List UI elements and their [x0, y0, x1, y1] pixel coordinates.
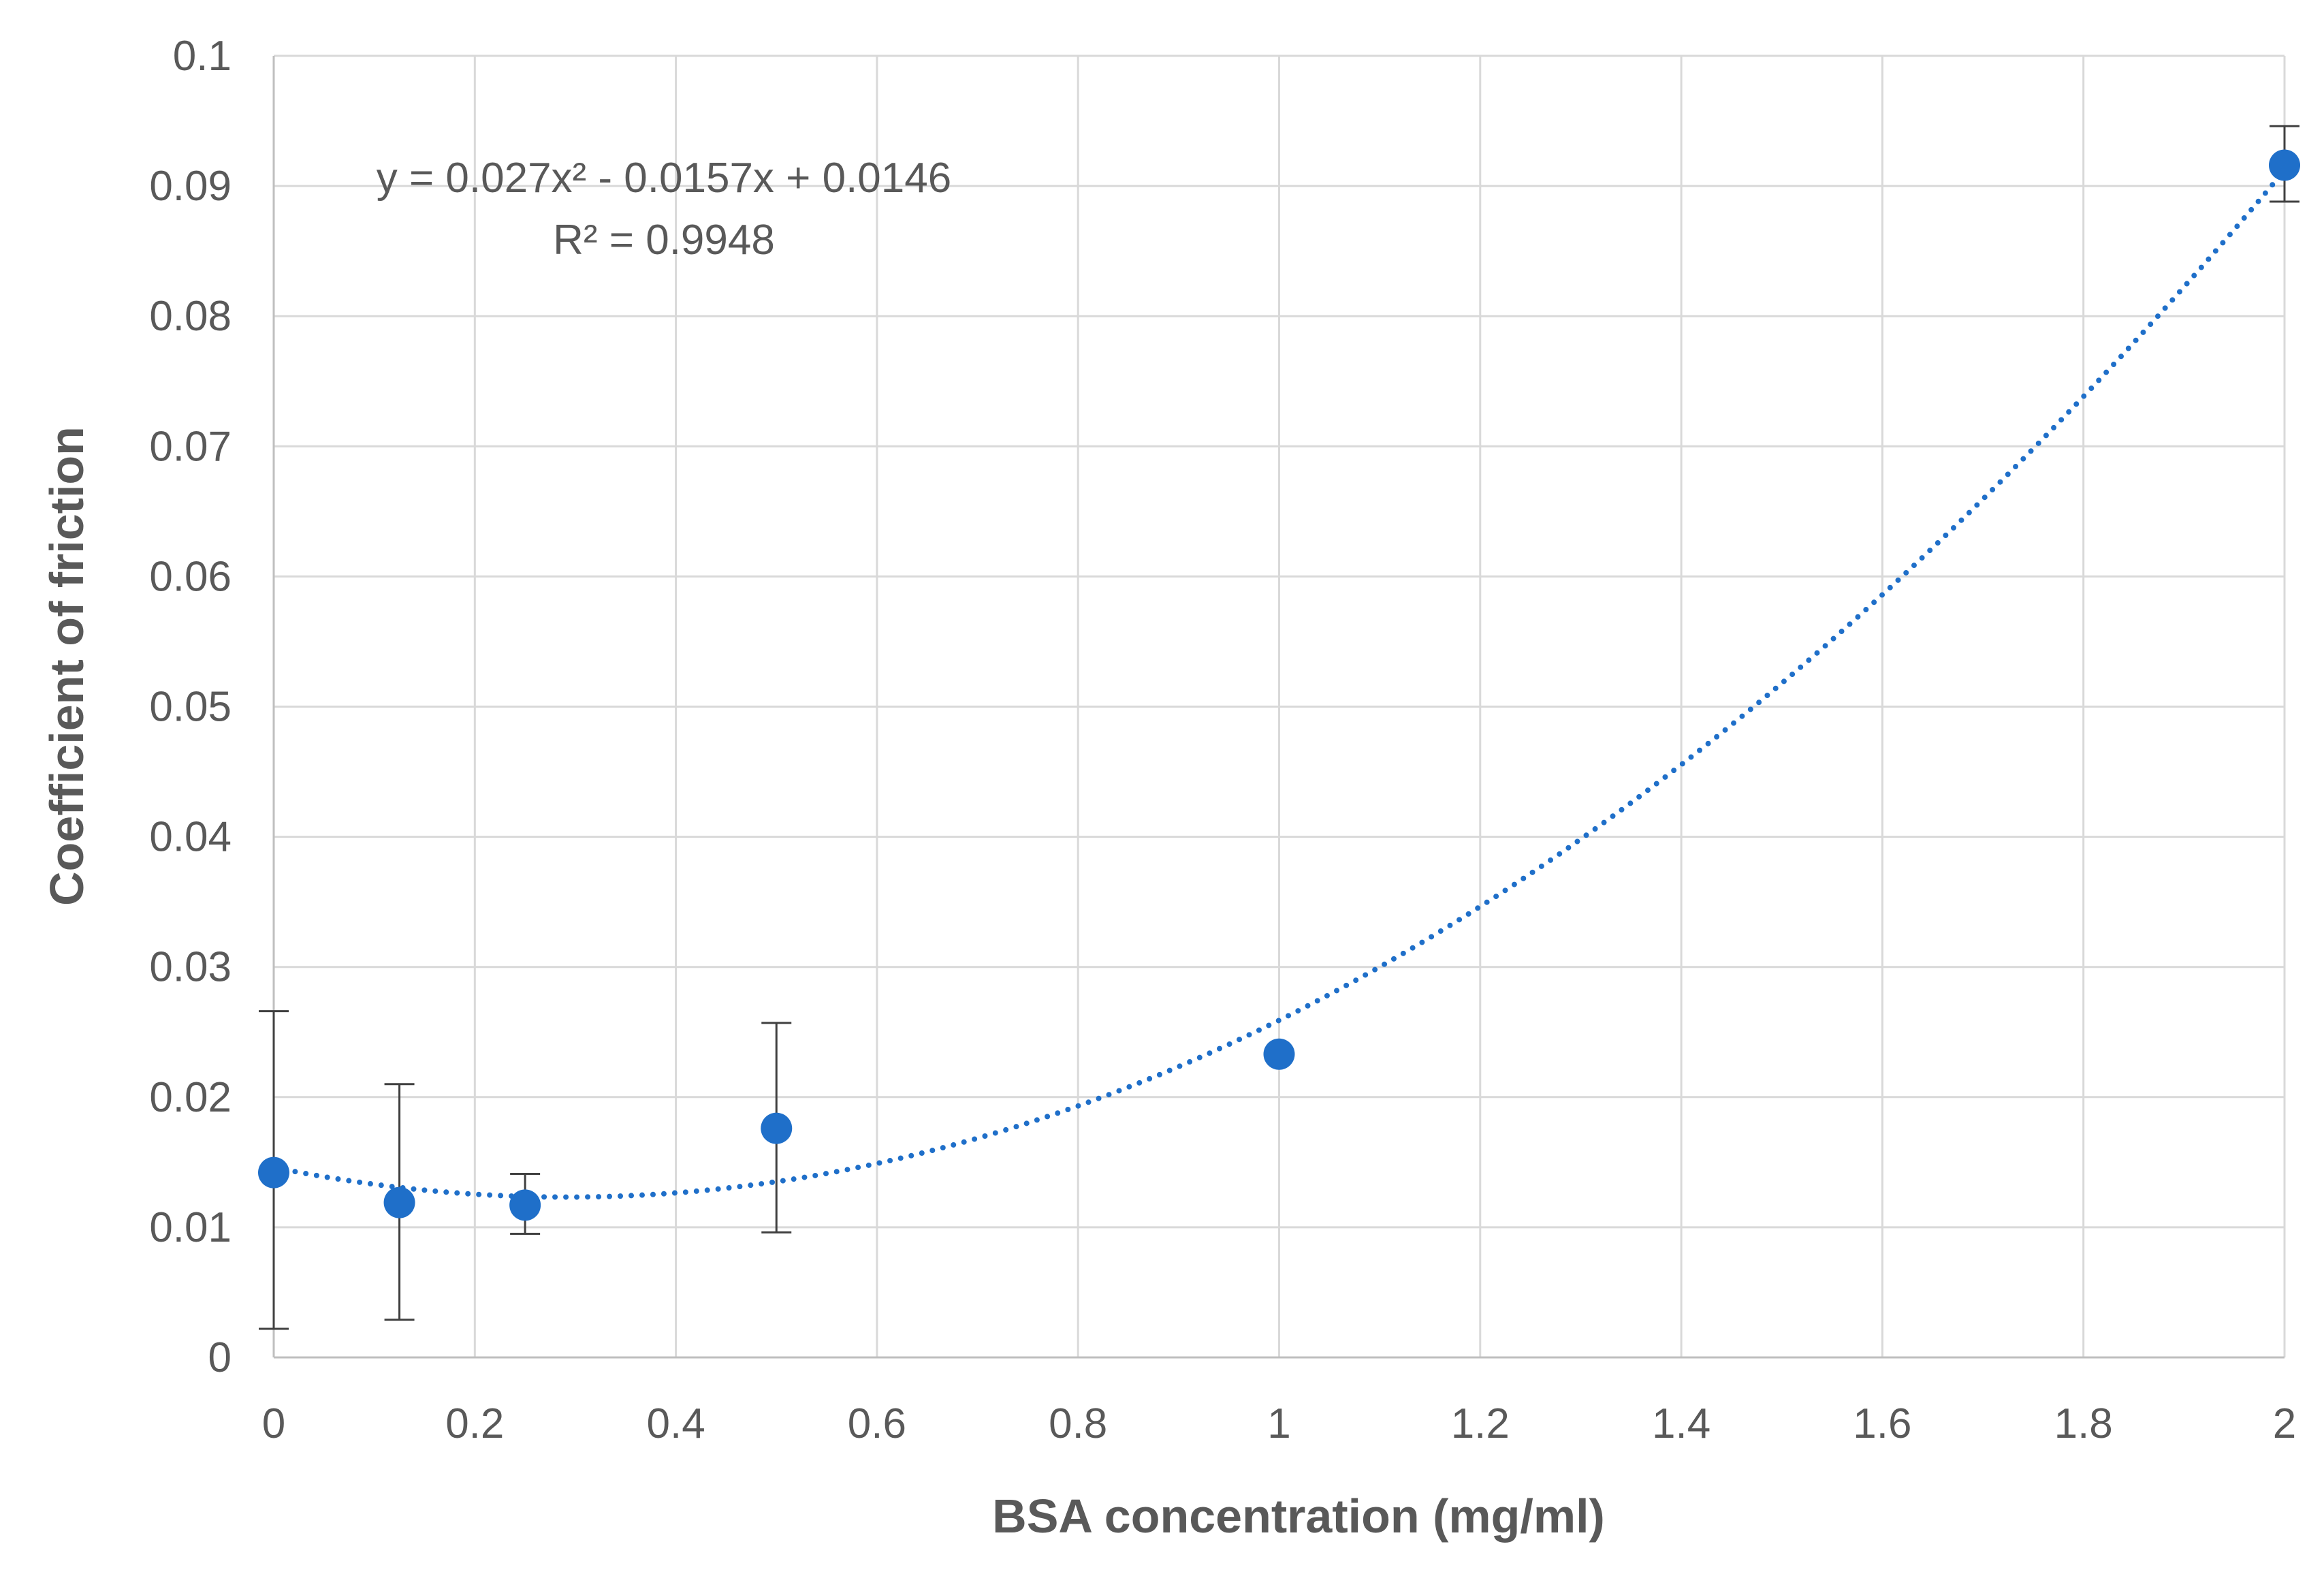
y-tick-label: 0: [208, 1334, 232, 1381]
trendline-path: [271, 168, 2287, 1200]
x-tick-label: 0.8: [1049, 1400, 1107, 1447]
y-tick-label: 0.01: [149, 1204, 232, 1251]
data-points: [258, 149, 2300, 1221]
y-tick-label: 0.08: [149, 293, 232, 340]
y-tick-label: 0.07: [149, 423, 232, 470]
data-point: [761, 1112, 793, 1144]
x-tick-label: 0.6: [848, 1400, 906, 1447]
x-tick-label: 0.2: [445, 1400, 504, 1447]
y-tick-label: 0.05: [149, 684, 232, 731]
y-tick-label: 0.02: [149, 1074, 232, 1121]
y-axis-title: Coefficient of friction: [40, 426, 93, 906]
x-tick-label: 1.6: [1853, 1400, 1911, 1447]
x-tick-label: 1.8: [2054, 1400, 2113, 1447]
x-tick-label: 0.4: [646, 1400, 705, 1447]
r-squared-label: R² = 0.9948: [553, 217, 775, 264]
data-point: [258, 1156, 289, 1189]
x-tick-label: 1: [1267, 1400, 1290, 1447]
x-tick-label: 1.4: [1652, 1400, 1710, 1447]
trendline-equation: y = 0.027x² - 0.0157x + 0.0146: [377, 155, 951, 202]
data-point: [1263, 1038, 1295, 1070]
y-tick-label: 0.03: [149, 944, 232, 991]
trendline: [271, 168, 2287, 1200]
y-tick-label: 0.06: [149, 553, 232, 600]
x-tick-label: 1.2: [1451, 1400, 1510, 1447]
data-point: [509, 1189, 541, 1221]
x-tick-label: 2: [2273, 1400, 2296, 1447]
y-tick-label: 0.09: [149, 163, 232, 210]
y-tick-label: 0.1: [173, 33, 232, 80]
x-axis-title: BSA concentration (mg/ml): [992, 1490, 1605, 1543]
tick-labels: 0 0.2 0.4 0.6 0.8 1 1.2 1.4 1.6 1.8 2 0 0.01 0.02 0.03…: [149, 33, 2296, 1447]
data-point: [2269, 149, 2300, 181]
x-tick-label: 0: [262, 1400, 285, 1447]
grid: [274, 54, 2286, 1357]
y-tick-label: 0.04: [149, 814, 232, 861]
data-point: [383, 1186, 415, 1218]
